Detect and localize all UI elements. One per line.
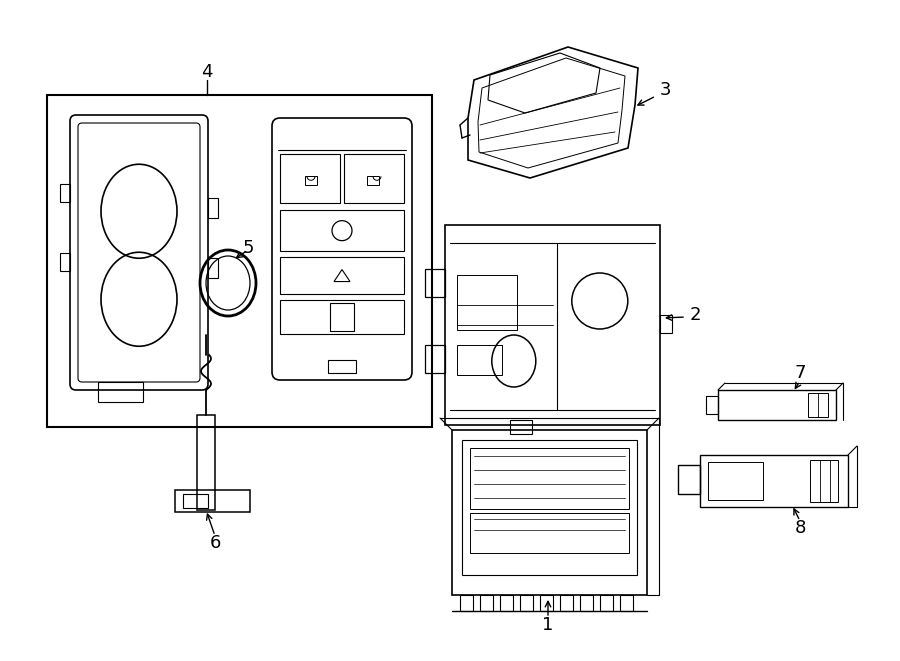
Text: 2: 2 — [690, 306, 701, 324]
Bar — [660, 315, 672, 333]
Bar — [480, 595, 493, 611]
Bar — [520, 595, 533, 611]
Bar — [175, 490, 250, 512]
Bar — [47, 95, 432, 427]
Bar — [509, 420, 532, 434]
Bar — [305, 176, 317, 185]
Bar — [280, 154, 340, 203]
Bar — [367, 176, 379, 185]
Bar — [500, 595, 513, 611]
Bar — [810, 460, 838, 502]
Text: 6: 6 — [210, 534, 220, 552]
Text: 8: 8 — [795, 519, 806, 537]
Bar — [425, 269, 445, 297]
Bar — [330, 303, 354, 330]
Bar — [460, 595, 473, 611]
Bar — [560, 595, 573, 611]
Bar — [208, 258, 218, 278]
Bar — [708, 462, 763, 500]
Text: 5: 5 — [242, 239, 254, 257]
Bar — [280, 300, 404, 334]
Bar — [60, 253, 70, 270]
Bar — [183, 494, 208, 508]
Bar — [457, 345, 502, 375]
Bar — [452, 430, 647, 595]
Bar — [462, 440, 637, 575]
Bar — [600, 595, 613, 611]
Bar — [197, 415, 215, 510]
Bar — [700, 455, 848, 507]
Bar — [98, 382, 143, 402]
Text: 1: 1 — [543, 616, 553, 634]
Text: 3: 3 — [660, 81, 671, 99]
Bar — [470, 513, 629, 553]
Bar — [328, 360, 356, 373]
Text: 7: 7 — [794, 364, 806, 382]
Bar — [678, 465, 700, 494]
Bar — [280, 210, 404, 251]
Bar — [540, 595, 553, 611]
Bar — [620, 595, 633, 611]
Bar — [60, 184, 70, 202]
Bar — [425, 345, 445, 373]
Bar — [808, 393, 828, 417]
Bar — [280, 257, 404, 294]
Bar — [457, 275, 517, 330]
Bar — [344, 154, 404, 203]
Bar — [718, 390, 836, 420]
Text: 4: 4 — [202, 63, 212, 81]
Bar — [470, 448, 629, 509]
Bar — [208, 198, 218, 217]
Bar — [445, 225, 660, 425]
Bar — [706, 396, 718, 414]
Bar — [580, 595, 593, 611]
